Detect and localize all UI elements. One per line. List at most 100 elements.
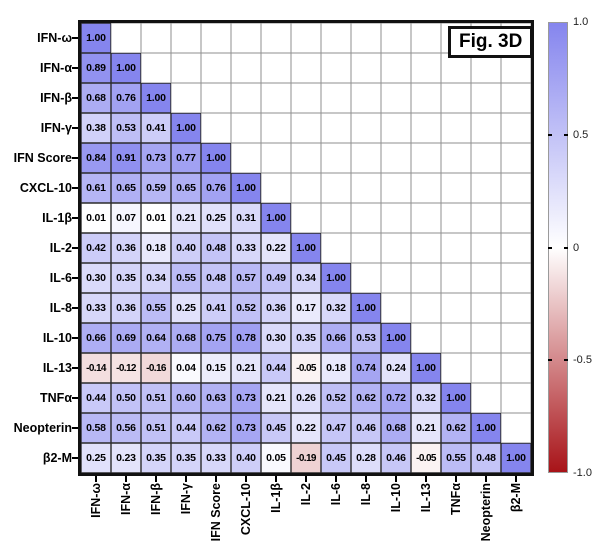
matrix-cell (321, 53, 351, 83)
cell-value: 1.00 (146, 92, 166, 104)
matrix-cell: 0.01 (81, 203, 111, 233)
row-label: CXCL-10 (19, 181, 72, 195)
matrix-cell (441, 173, 471, 203)
matrix-cell: 0.55 (441, 443, 471, 473)
cell-value: 0.89 (86, 62, 106, 74)
cell-value: 0.45 (326, 452, 346, 464)
matrix-cell: 0.60 (171, 383, 201, 413)
cell-value: 0.76 (116, 92, 136, 104)
matrix-cell: 0.30 (81, 263, 111, 293)
cell-value: 0.52 (326, 392, 346, 404)
matrix-cell: 0.66 (81, 323, 111, 353)
cell-value: 0.55 (446, 452, 466, 464)
matrix-cell: 0.28 (351, 443, 381, 473)
matrix-cell (261, 83, 291, 113)
matrix-cell: 0.75 (201, 323, 231, 353)
cell-value: 1.00 (236, 182, 256, 194)
matrix-cell: 0.69 (111, 323, 141, 353)
colorbar-tick-label: -0.5 (573, 354, 592, 367)
matrix-cell: 0.21 (411, 413, 441, 443)
matrix-cell: -0.19 (291, 443, 321, 473)
col-axis-tick (485, 476, 487, 482)
col-axis-tick (425, 476, 427, 482)
col-label: IFN-α (119, 483, 133, 515)
matrix-cell: 0.78 (231, 323, 261, 353)
matrix-cell (201, 23, 231, 53)
matrix-cell: 1.00 (291, 233, 321, 263)
cell-value: -0.12 (116, 362, 136, 374)
matrix-cell: 0.51 (141, 413, 171, 443)
col-label: IFN-β (149, 483, 163, 515)
matrix-cell: 0.50 (111, 383, 141, 413)
matrix-cell (231, 53, 261, 83)
matrix-cell: 0.21 (261, 383, 291, 413)
matrix-cell: 0.66 (321, 323, 351, 353)
matrix-cell (501, 113, 531, 143)
matrix-cell: 0.52 (321, 383, 351, 413)
row-label: IFN-β (40, 91, 72, 105)
cell-value: -0.19 (296, 452, 316, 464)
cell-value: 0.23 (116, 452, 136, 464)
matrix-cell (471, 263, 501, 293)
cell-value: 0.18 (146, 242, 166, 254)
col-label-wrap: IL-6 (321, 483, 351, 559)
col-label-wrap: IFN-β (141, 483, 171, 559)
matrix-cell (381, 203, 411, 233)
matrix-cell: 1.00 (501, 443, 531, 473)
cell-value: 0.57 (236, 272, 256, 284)
matrix-cell: 0.62 (201, 413, 231, 443)
matrix-cell: 0.40 (171, 233, 201, 263)
matrix-cell (291, 83, 321, 113)
matrix-cell: -0.05 (291, 353, 321, 383)
cell-value: 0.59 (146, 182, 166, 194)
matrix-cell (291, 113, 321, 143)
matrix-cell (411, 143, 441, 173)
matrix-cell (351, 83, 381, 113)
cell-value: 0.65 (116, 182, 136, 194)
matrix-cell: 0.01 (141, 203, 171, 233)
cell-value: 0.69 (116, 332, 136, 344)
matrix-cell (201, 83, 231, 113)
matrix-cell (351, 263, 381, 293)
cell-value: 0.61 (86, 182, 106, 194)
matrix-cell (261, 173, 291, 203)
cell-value: 0.41 (146, 122, 166, 134)
cell-value: 0.73 (146, 152, 166, 164)
cell-value: 1.00 (116, 62, 136, 74)
cell-value: 0.49 (266, 272, 286, 284)
matrix-cell (111, 23, 141, 53)
row-axis-tick (72, 217, 78, 219)
cell-value: 0.41 (206, 302, 226, 314)
cell-value: 0.18 (326, 362, 346, 374)
col-label-wrap: β2-M (501, 483, 531, 559)
col-label-wrap: IL-8 (351, 483, 381, 559)
colorbar-tick-label: 0 (573, 241, 580, 254)
matrix-cell (501, 413, 531, 443)
row-label: IFN-α (40, 61, 72, 75)
cell-value: 0.31 (236, 212, 256, 224)
cell-value: 0.63 (206, 392, 226, 404)
matrix-cell: 0.84 (81, 143, 111, 173)
row-label: IL-10 (42, 331, 72, 345)
matrix-cell: 0.91 (111, 143, 141, 173)
matrix-cell: 0.26 (291, 383, 321, 413)
matrix-cell (471, 293, 501, 323)
matrix-cell (441, 203, 471, 233)
cell-value: 0.36 (116, 242, 136, 254)
row-axis-tick (72, 337, 78, 339)
matrix-cell (261, 143, 291, 173)
matrix-cell: -0.12 (111, 353, 141, 383)
matrix-cell (291, 143, 321, 173)
matrix-cell (381, 293, 411, 323)
col-label-wrap: TNFα (441, 483, 471, 559)
cell-value: 0.35 (176, 452, 196, 464)
matrix-cell: 0.53 (111, 113, 141, 143)
colorbar-tick (548, 133, 552, 136)
cell-value: 0.44 (86, 392, 106, 404)
colorbar-tick (564, 359, 568, 362)
matrix-cell (261, 113, 291, 143)
colorbar-tick-label: 1.0 (573, 16, 589, 28)
cell-value: 0.25 (176, 302, 196, 314)
cell-value: 0.55 (176, 272, 196, 284)
matrix-cell: 0.33 (81, 293, 111, 323)
